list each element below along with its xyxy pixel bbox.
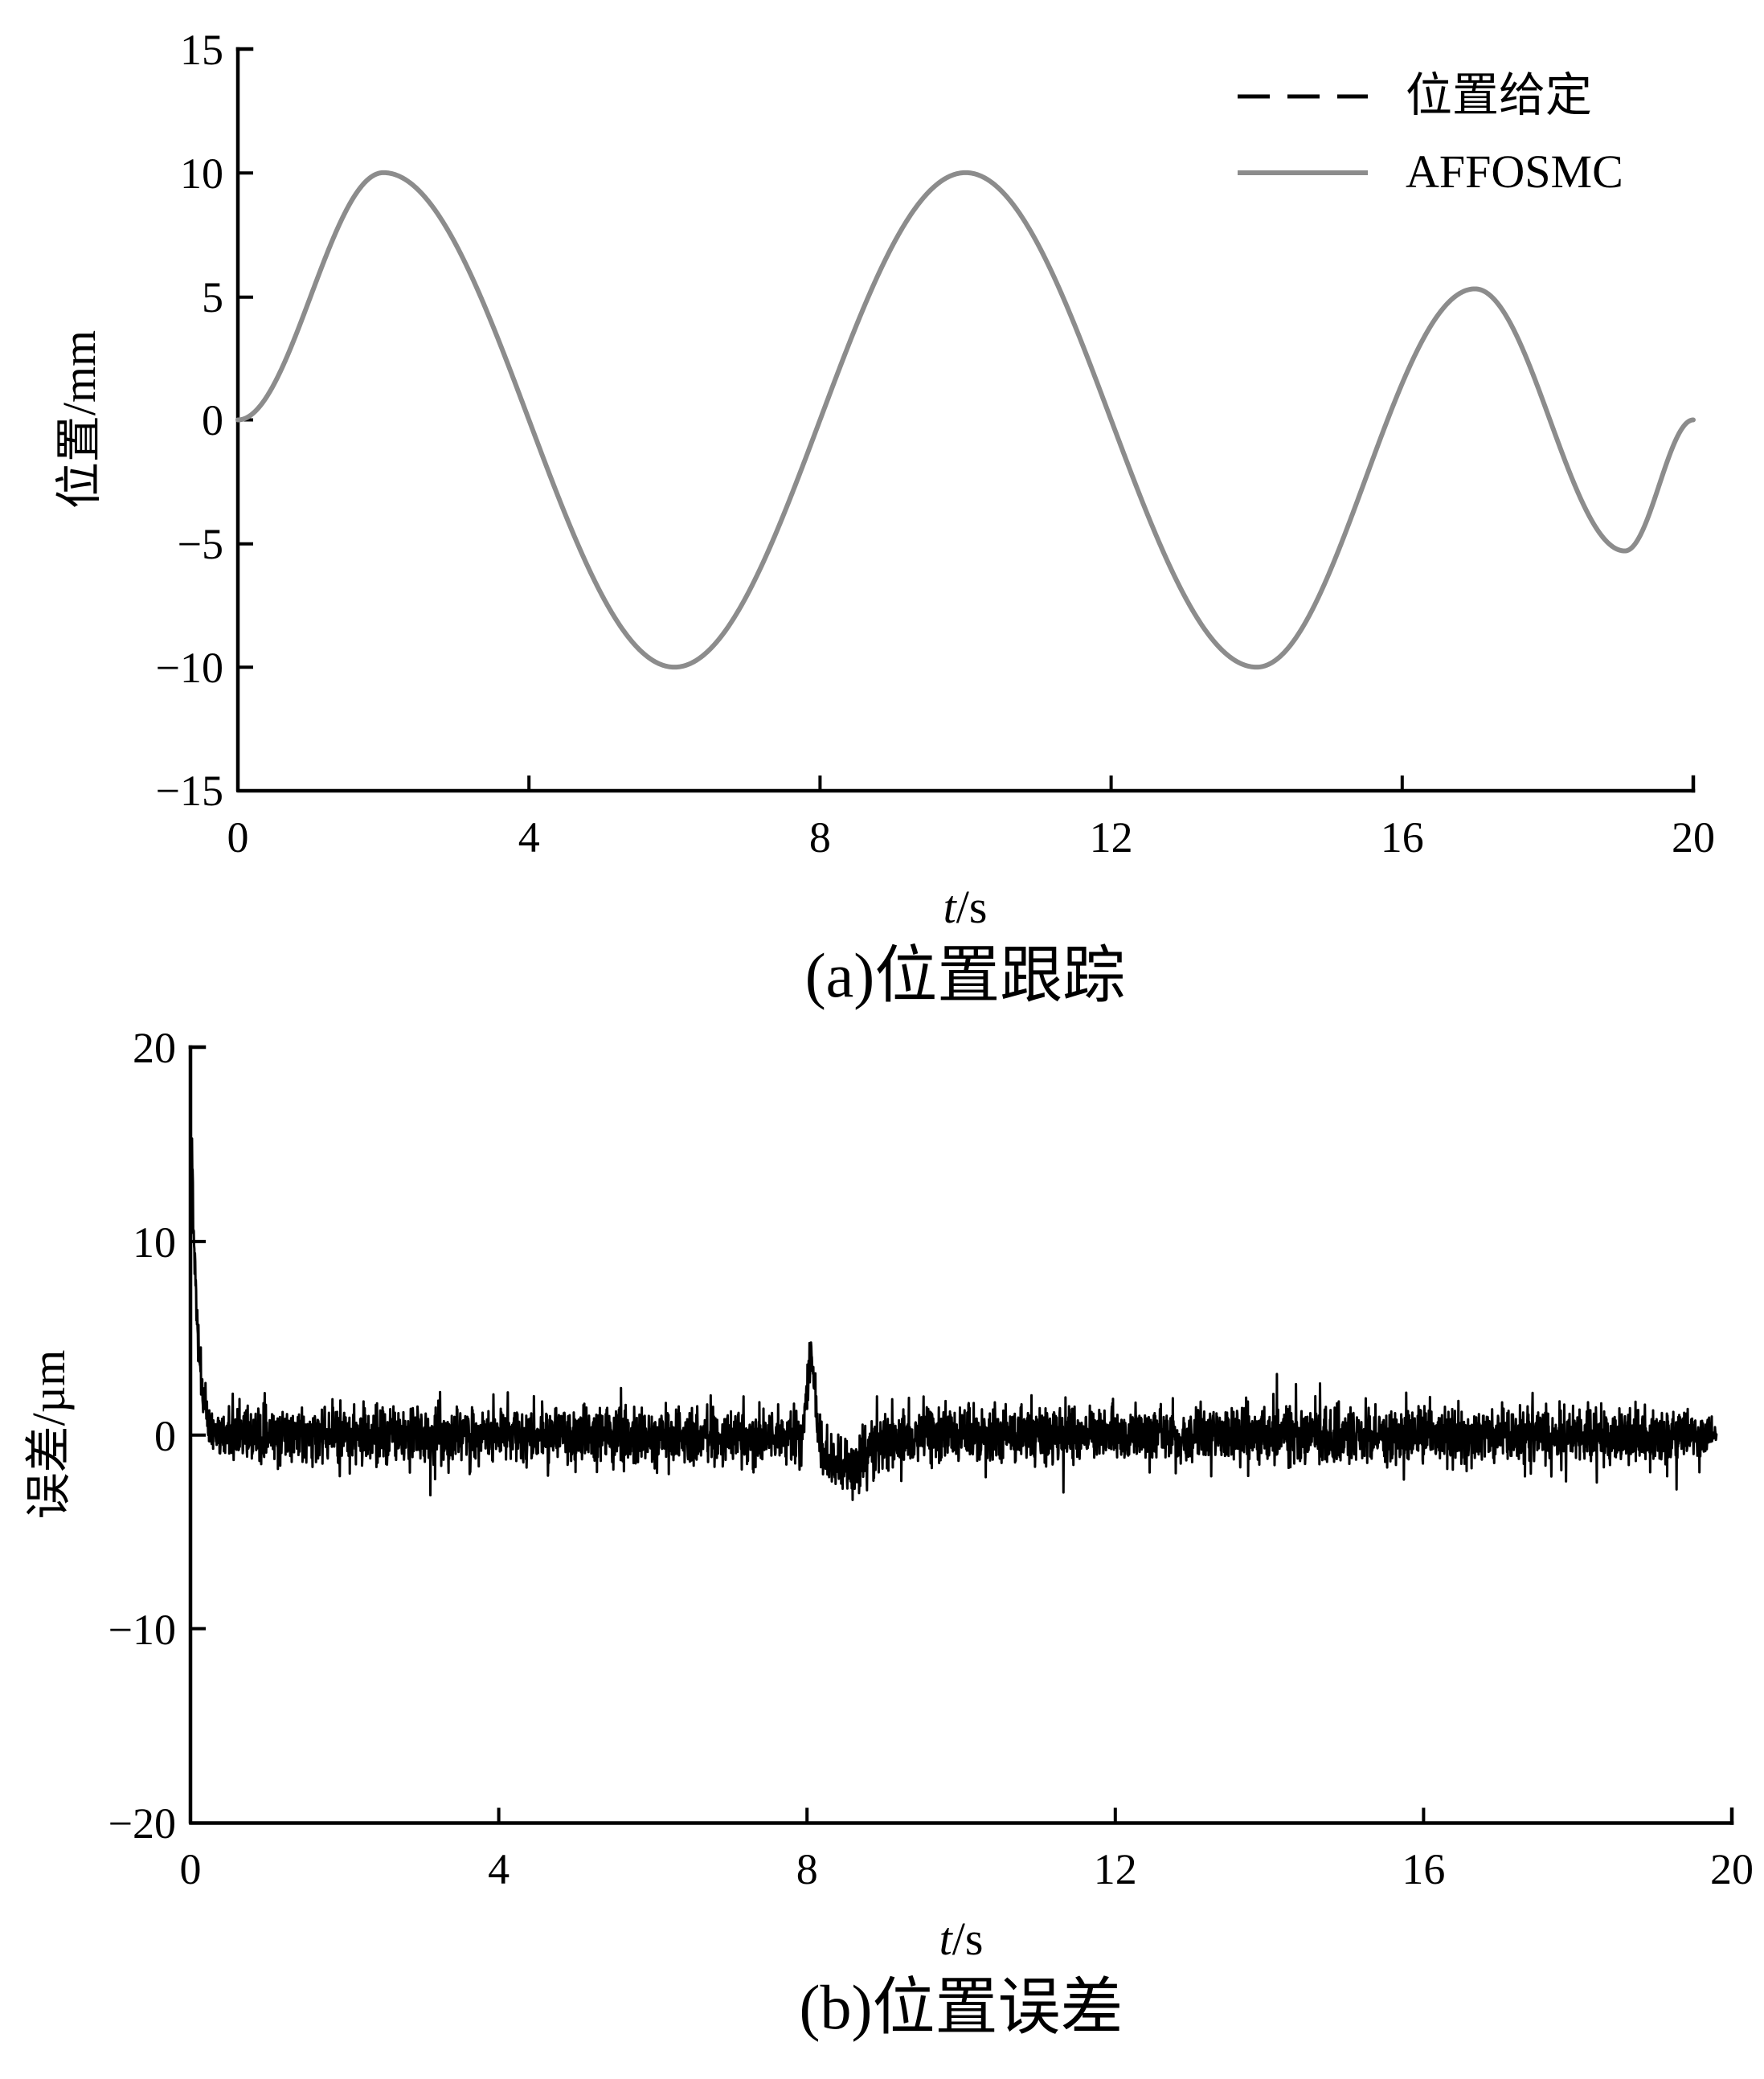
svg-text:10: 10 — [180, 149, 223, 198]
svg-text:位置/mm: 位置/mm — [53, 330, 105, 509]
svg-text:0: 0 — [180, 1845, 202, 1893]
svg-text:(b)位置误差: (b)位置误差 — [800, 1972, 1123, 2042]
svg-text:0: 0 — [154, 1412, 176, 1460]
svg-text:t/s: t/s — [939, 1913, 984, 1965]
svg-text:4: 4 — [488, 1845, 510, 1893]
svg-text:−20: −20 — [108, 1799, 176, 1848]
svg-text:8: 8 — [796, 1845, 818, 1893]
svg-text:20: 20 — [1710, 1845, 1754, 1893]
svg-text:20: 20 — [1672, 813, 1715, 861]
svg-text:0: 0 — [227, 813, 249, 861]
svg-text:16: 16 — [1381, 813, 1424, 861]
svg-text:10: 10 — [133, 1218, 176, 1267]
svg-text:−10: −10 — [156, 644, 223, 692]
svg-text:16: 16 — [1402, 1845, 1445, 1893]
svg-text:t/s: t/s — [943, 881, 988, 933]
svg-text:8: 8 — [809, 813, 831, 861]
svg-text:12: 12 — [1094, 1845, 1137, 1893]
svg-text:5: 5 — [202, 273, 223, 321]
svg-text:误差/µm: 误差/µm — [23, 1350, 75, 1520]
svg-text:20: 20 — [133, 1024, 176, 1072]
svg-text:位置给定: 位置给定 — [1406, 69, 1592, 121]
svg-text:−15: −15 — [156, 767, 223, 815]
svg-text:0: 0 — [202, 396, 223, 444]
svg-text:4: 4 — [518, 813, 540, 861]
svg-text:12: 12 — [1090, 813, 1133, 861]
svg-text:AFFOSMC: AFFOSMC — [1406, 145, 1623, 198]
svg-text:−10: −10 — [108, 1606, 176, 1654]
svg-text:−5: −5 — [178, 520, 223, 568]
svg-text:15: 15 — [180, 26, 223, 74]
svg-text:(a)位置跟踪: (a)位置跟踪 — [805, 940, 1126, 1010]
